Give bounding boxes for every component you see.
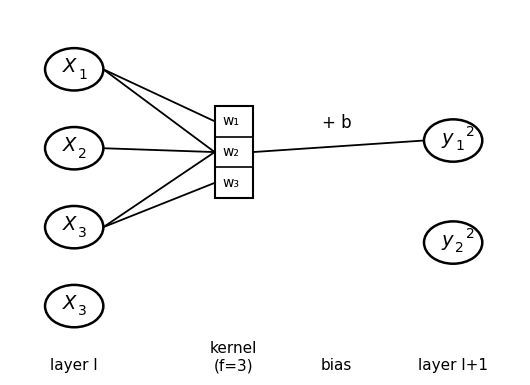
Text: X: X (63, 57, 76, 77)
Text: y: y (441, 231, 453, 250)
Text: 3: 3 (78, 226, 87, 239)
Text: w₁: w₁ (222, 114, 239, 128)
Text: 2: 2 (455, 241, 464, 255)
Bar (215, 106, 253, 198)
Circle shape (45, 285, 103, 327)
Circle shape (424, 119, 482, 162)
Text: bias: bias (321, 358, 352, 373)
Text: y: y (441, 129, 453, 148)
Circle shape (45, 48, 103, 90)
Circle shape (424, 221, 482, 264)
Text: 3: 3 (78, 305, 87, 318)
Text: 2: 2 (466, 125, 474, 139)
Text: w₃: w₃ (222, 176, 239, 190)
Circle shape (45, 206, 103, 248)
Text: 2: 2 (466, 227, 474, 241)
Text: X: X (63, 294, 76, 313)
Text: 2: 2 (78, 147, 87, 161)
Circle shape (45, 127, 103, 169)
Text: 1: 1 (78, 68, 87, 82)
Text: X: X (63, 215, 76, 234)
Text: X: X (63, 136, 76, 156)
Text: layer l: layer l (50, 358, 98, 373)
Text: + b: + b (322, 114, 351, 132)
Text: layer l+1: layer l+1 (418, 358, 488, 373)
Text: kernel
(f=3): kernel (f=3) (210, 341, 258, 373)
Text: w₂: w₂ (222, 145, 239, 159)
Text: 1: 1 (455, 139, 464, 153)
